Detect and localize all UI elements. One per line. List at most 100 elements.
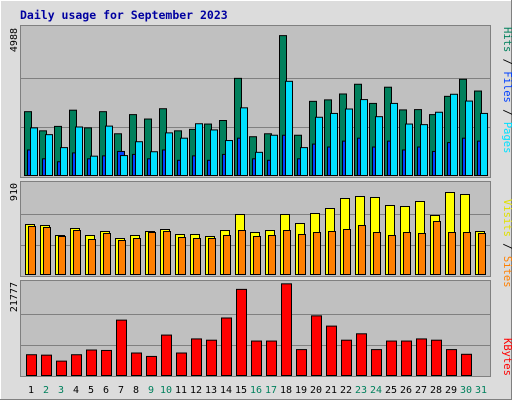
sites-bar <box>283 230 291 275</box>
x-tick-label: 12 <box>190 385 202 396</box>
sites-bar <box>148 232 156 275</box>
pages-bar <box>180 137 188 176</box>
x-tick-label: 14 <box>220 385 232 396</box>
sites-bar <box>118 240 126 275</box>
legend-kbytes-label: KBytes <box>501 338 512 376</box>
pages-bar <box>270 134 278 177</box>
x-tick-label: 20 <box>310 385 322 396</box>
pages-bar <box>405 123 413 176</box>
legend-visits: Visits <box>501 199 512 237</box>
x-tick-label: 24 <box>370 385 382 396</box>
panel-visits-frame <box>20 181 491 277</box>
kbytes-bar <box>41 354 52 376</box>
sites-bar <box>178 237 186 275</box>
kbytes-bar <box>431 339 442 376</box>
pages-bar <box>225 140 233 177</box>
sites-bar <box>268 235 276 275</box>
kbytes-bar <box>341 339 352 376</box>
kbytes-bar <box>131 352 142 376</box>
pages-bar <box>195 123 203 176</box>
kbytes-bar <box>251 340 262 377</box>
x-tick-label: 19 <box>295 385 307 396</box>
sites-bar <box>58 236 66 275</box>
x-tick-label: 23 <box>355 385 367 396</box>
sites-bar <box>298 234 306 275</box>
pages-bar <box>360 99 368 176</box>
x-tick-label: 5 <box>88 385 94 396</box>
sites-bar <box>163 231 171 275</box>
kbytes-bar <box>176 352 187 376</box>
pages-bar <box>435 111 443 176</box>
x-tick-label: 22 <box>340 385 352 396</box>
sites-bar <box>418 233 426 275</box>
sites-bar <box>328 231 336 275</box>
x-tick-label: 31 <box>475 385 487 396</box>
legend-files: Files <box>501 71 512 103</box>
pages-bar <box>330 112 338 176</box>
pages-bar <box>375 116 383 176</box>
kbytes-bar <box>56 360 67 376</box>
sites-bar <box>253 236 261 275</box>
pages-bar <box>480 112 488 176</box>
sites-bar <box>343 229 351 275</box>
pages-bar <box>120 155 128 176</box>
kbytes-bar <box>266 340 277 377</box>
y-max-label-kbytes: 21777 <box>9 282 20 312</box>
pages-bar <box>315 116 323 176</box>
kbytes-bar <box>26 354 37 377</box>
pages-bar <box>135 141 143 176</box>
kbytes-bar <box>281 283 292 376</box>
sites-bar <box>373 232 381 275</box>
x-tick-label: 16 <box>250 385 262 396</box>
kbytes-bar <box>446 349 457 376</box>
x-tick-label: 18 <box>280 385 292 396</box>
kbytes-bar <box>386 340 397 377</box>
x-tick-label: 25 <box>385 385 397 396</box>
kbytes-bar <box>356 333 367 377</box>
x-tick-label: 10 <box>160 385 172 396</box>
sites-bar <box>28 226 36 275</box>
x-tick-label: 28 <box>430 385 442 396</box>
kbytes-bar <box>86 349 97 376</box>
x-tick-label: 4 <box>73 385 79 396</box>
legend-sep-2: / <box>501 103 512 122</box>
pages-bar <box>60 147 68 176</box>
pages-bar <box>105 125 113 176</box>
pages-bar <box>285 80 293 176</box>
legend-sep-1: / <box>501 52 512 71</box>
sites-bar <box>313 232 321 275</box>
panel-hits-frame <box>20 25 491 178</box>
legend-pages: Pages <box>501 122 512 154</box>
x-tick-label: 3 <box>58 385 64 396</box>
sites-bar <box>73 230 81 275</box>
legend-hits-files-pages: Hits / Files / Pages <box>501 27 512 153</box>
kbytes-bar <box>101 349 112 377</box>
x-tick-label: 13 <box>205 385 217 396</box>
x-tick-label: 8 <box>133 385 139 396</box>
pages-bar <box>165 132 173 176</box>
x-tick-label: 30 <box>460 385 472 396</box>
x-tick-label: 1 <box>28 385 34 396</box>
kbytes-bar <box>311 315 322 376</box>
x-tick-label: 11 <box>175 385 187 396</box>
pages-bar <box>345 108 353 176</box>
chart-title: Daily usage for September 2023 <box>20 8 228 22</box>
sites-bar <box>238 230 246 275</box>
pages-bar <box>450 93 458 176</box>
pages-bar <box>420 124 428 176</box>
pages-bar <box>300 147 308 176</box>
sites-bar <box>478 233 486 275</box>
x-tick-label: 21 <box>325 385 337 396</box>
pages-bar <box>465 100 473 176</box>
kbytes-bar <box>371 349 382 376</box>
legend-sites: Sites <box>501 256 512 288</box>
kbytes-bar <box>116 319 127 377</box>
pages-bar <box>240 107 248 176</box>
kbytes-bar <box>221 317 232 376</box>
pages-bar <box>45 134 53 176</box>
kbytes-bar <box>401 340 412 377</box>
x-tick-label: 2 <box>43 385 49 396</box>
x-axis-labels: 1 2 3 4 5 6 7 8 9 10 11 12 13 14 15 16 17 18 19 20 21 22 23 24 2… <box>28 385 487 396</box>
kbytes-bar <box>146 355 157 377</box>
